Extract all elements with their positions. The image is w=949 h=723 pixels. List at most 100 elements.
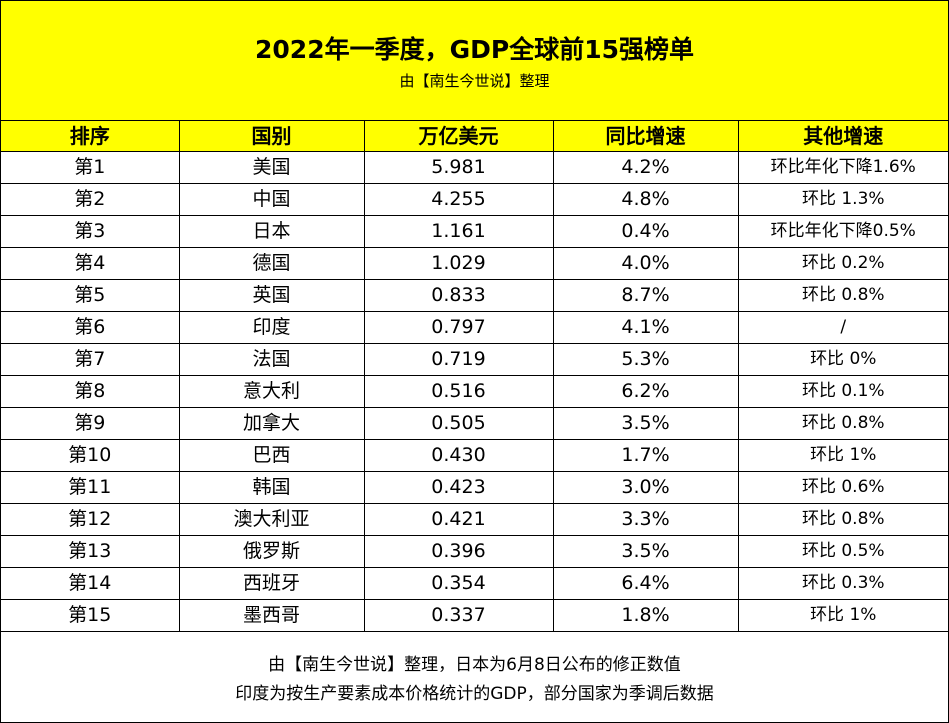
cell-yoy: 4.2% [552, 151, 739, 184]
cell-country: 印度 [178, 311, 365, 344]
table-row: 第14 西班牙 0.354 6.4% 环比 0.3% [1, 567, 948, 600]
table-row: 第10 巴西 0.430 1.7% 环比 1% [1, 439, 948, 472]
cell-country: 墨西哥 [178, 599, 365, 632]
cell-yoy: 1.8% [552, 599, 739, 632]
table-body: 第1 美国 5.981 4.2% 环比年化下降1.6% 第2 中国 4.255 4.8% 环比 1… [1, 151, 948, 632]
cell-other-growth: 环比年化下降1.6% [737, 151, 948, 184]
cell-yoy: 0.4% [552, 215, 739, 248]
table-row: 第8 意大利 0.516 6.2% 环比 0.1% [1, 375, 948, 408]
cell-other-growth: 环比 0.3% [737, 567, 948, 600]
cell-rank: 第13 [1, 535, 180, 568]
cell-yoy: 4.8% [552, 183, 739, 216]
cell-gdp: 0.423 [363, 471, 554, 504]
cell-rank: 第1 [1, 151, 180, 184]
page-title: 2022年一季度，GDP全球前15强榜单 [255, 35, 694, 64]
cell-country: 俄罗斯 [178, 535, 365, 568]
table-row: 第1 美国 5.981 4.2% 环比年化下降1.6% [1, 151, 948, 184]
cell-other-growth: 环比 1.3% [737, 183, 948, 216]
table-row: 第3 日本 1.161 0.4% 环比年化下降0.5% [1, 215, 948, 248]
cell-gdp: 0.421 [363, 503, 554, 536]
cell-yoy: 4.1% [552, 311, 739, 344]
cell-other-growth: 环比 0.1% [737, 375, 948, 408]
cell-rank: 第8 [1, 375, 180, 408]
table-row: 第5 英国 0.833 8.7% 环比 0.8% [1, 279, 948, 312]
cell-other-growth: 环比 1% [737, 439, 948, 472]
cell-other-growth: 环比 1% [737, 599, 948, 632]
cell-gdp: 1.161 [363, 215, 554, 248]
footer-notes: 由【南生今世说】整理，日本为6月8日公布的修正数值 印度为按生产要素成本价格统计… [1, 637, 948, 722]
footer-note-2: 印度为按生产要素成本价格统计的GDP，部分国家为季调后数据 [235, 684, 714, 704]
table-row: 第6 印度 0.797 4.1% / [1, 311, 948, 344]
table-row: 第12 澳大利亚 0.421 3.3% 环比 0.8% [1, 503, 948, 536]
cell-country: 法国 [178, 343, 365, 376]
footer-note-1: 由【南生今世说】整理，日本为6月8日公布的修正数值 [268, 655, 681, 675]
table-row: 第9 加拿大 0.505 3.5% 环比 0.8% [1, 407, 948, 440]
gdp-table: 排序 国别 万亿美元 同比增速 其他增速 第1 美国 5.981 4.2% 环比年化下降… [1, 121, 948, 632]
table-row: 第4 德国 1.029 4.0% 环比 0.2% [1, 247, 948, 280]
table-row: 第7 法国 0.719 5.3% 环比 0% [1, 343, 948, 376]
cell-rank: 第4 [1, 247, 180, 280]
cell-yoy: 4.0% [552, 247, 739, 280]
cell-country: 韩国 [178, 471, 365, 504]
cell-rank: 第12 [1, 503, 180, 536]
cell-gdp: 1.029 [363, 247, 554, 280]
cell-country: 巴西 [178, 439, 365, 472]
page-subtitle: 由【南生今世说】整理 [399, 72, 550, 90]
cell-gdp: 0.505 [363, 407, 554, 440]
cell-rank: 第15 [1, 599, 180, 632]
cell-gdp: 0.430 [363, 439, 554, 472]
cell-yoy: 3.0% [552, 471, 739, 504]
cell-other-growth: 环比 0.8% [737, 279, 948, 312]
cell-other-growth: 环比 0.8% [737, 407, 948, 440]
cell-yoy: 6.2% [552, 375, 739, 408]
cell-gdp: 5.981 [363, 151, 554, 184]
cell-rank: 第3 [1, 215, 180, 248]
cell-rank: 第7 [1, 343, 180, 376]
cell-yoy: 1.7% [552, 439, 739, 472]
cell-other-growth: 环比 0.5% [737, 535, 948, 568]
cell-country: 西班牙 [178, 567, 365, 600]
cell-other-growth: 环比 0% [737, 343, 948, 376]
cell-yoy: 3.5% [552, 535, 739, 568]
cell-gdp: 4.255 [363, 183, 554, 216]
cell-country: 德国 [178, 247, 365, 280]
cell-other-growth: 环比年化下降0.5% [737, 215, 948, 248]
cell-gdp: 0.797 [363, 311, 554, 344]
table-row: 第13 俄罗斯 0.396 3.5% 环比 0.5% [1, 535, 948, 568]
cell-rank: 第9 [1, 407, 180, 440]
cell-country: 日本 [178, 215, 365, 248]
cell-country: 加拿大 [178, 407, 365, 440]
cell-yoy: 5.3% [552, 343, 739, 376]
cell-gdp: 0.354 [363, 567, 554, 600]
column-header-other: 其他增速 [737, 121, 948, 152]
cell-rank: 第11 [1, 471, 180, 504]
cell-country: 美国 [178, 151, 365, 184]
table-row: 第11 韩国 0.423 3.0% 环比 0.6% [1, 471, 948, 504]
table-row: 第2 中国 4.255 4.8% 环比 1.3% [1, 183, 948, 216]
table-row: 第15 墨西哥 0.337 1.8% 环比 1% [1, 599, 948, 632]
cell-other-growth: / [737, 311, 948, 344]
cell-gdp: 0.833 [363, 279, 554, 312]
cell-other-growth: 环比 0.2% [737, 247, 948, 280]
cell-other-growth: 环比 0.6% [737, 471, 948, 504]
cell-country: 澳大利亚 [178, 503, 365, 536]
cell-rank: 第10 [1, 439, 180, 472]
cell-rank: 第6 [1, 311, 180, 344]
column-header-country: 国别 [178, 121, 365, 152]
cell-rank: 第14 [1, 567, 180, 600]
column-header-rank: 排序 [1, 121, 180, 152]
cell-country: 中国 [178, 183, 365, 216]
column-header-gdp: 万亿美元 [363, 121, 554, 152]
cell-yoy: 3.5% [552, 407, 739, 440]
table-header-row: 排序 国别 万亿美元 同比增速 其他增速 [1, 121, 948, 152]
cell-rank: 第5 [1, 279, 180, 312]
cell-country: 意大利 [178, 375, 365, 408]
cell-other-growth: 环比 0.8% [737, 503, 948, 536]
cell-yoy: 6.4% [552, 567, 739, 600]
cell-gdp: 0.719 [363, 343, 554, 376]
cell-gdp: 0.516 [363, 375, 554, 408]
cell-yoy: 3.3% [552, 503, 739, 536]
cell-country: 英国 [178, 279, 365, 312]
cell-gdp: 0.396 [363, 535, 554, 568]
